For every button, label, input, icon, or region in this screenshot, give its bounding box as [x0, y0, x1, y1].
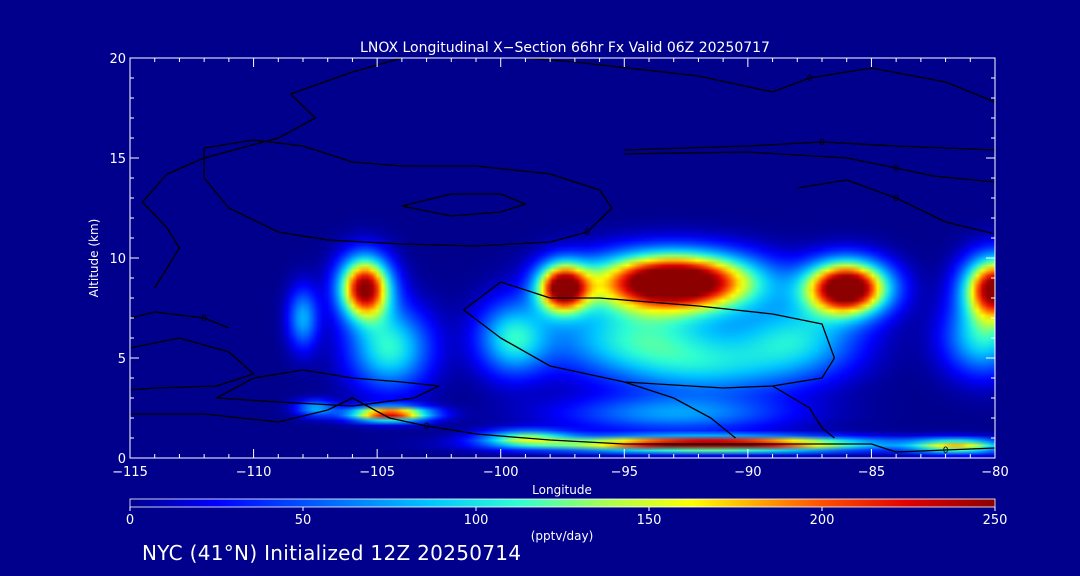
colorbar-frame: [129, 498, 996, 508]
x-tick-label: −100: [483, 465, 519, 480]
contour-line: [624, 141, 995, 151]
footer-init-text: NYC (41°N) Initialized 12Z 20250714: [142, 541, 522, 565]
x-tick-label: −110: [236, 465, 272, 480]
chart-title: LNOX Longitudinal X−Section 66hr Fx Vali…: [360, 40, 770, 56]
colorbar-ticks: 0 50 100 150 200 250: [126, 507, 1008, 528]
colorbar-tick-label: 0: [126, 513, 134, 528]
contour-label: 0: [424, 422, 430, 432]
x-tick-label: −85: [858, 465, 885, 480]
contour-line: [130, 397, 897, 453]
x-tick-label: −115: [112, 465, 148, 480]
colorbar-tick-label: 200: [810, 513, 835, 528]
contour-line: [624, 381, 736, 439]
x-tick-label: −80: [981, 465, 1008, 480]
contour-line: [772, 385, 835, 439]
contour-line: [141, 58, 403, 289]
contour-line: [130, 337, 255, 391]
colorbar-tick-label: 250: [983, 513, 1008, 528]
contour-line: [525, 58, 995, 103]
contour-line: [203, 139, 613, 247]
colorbar-tick-label: 150: [637, 513, 662, 528]
y-axis: 0 5 10 15 20: [109, 52, 995, 467]
y-tick-label: 15: [109, 152, 126, 167]
colorbar: [130, 499, 995, 507]
contour-line: [896, 447, 995, 453]
contour-line: [797, 179, 995, 235]
contour-line: [216, 369, 440, 407]
x-axis-label: Longitude: [532, 483, 592, 497]
contour-label: 0: [893, 194, 899, 204]
y-tick-label: 5: [118, 352, 126, 367]
contour-line: [624, 151, 995, 183]
colorbar-label: (pptv/day): [531, 529, 594, 543]
colorbar-tick-label: 50: [295, 513, 312, 528]
contour-label: 0: [201, 314, 207, 324]
contour-line: [401, 193, 527, 217]
x-tick-label: −95: [611, 465, 638, 480]
y-tick-label: 20: [109, 52, 126, 67]
x-tick-label: −90: [734, 465, 761, 480]
x-tick-label: −105: [359, 465, 395, 480]
contour-label: 0: [943, 446, 949, 456]
contour-line: [462, 281, 836, 389]
contour-label: 0: [807, 74, 813, 84]
x-axis: −115 −110 −105 −100 −95 −90 −85 −80: [112, 58, 1009, 480]
contour-line: [130, 311, 230, 329]
colorbar-tick-label: 100: [464, 513, 489, 528]
contour-label: 0: [819, 138, 825, 148]
y-tick-label: 10: [109, 252, 126, 267]
y-axis-label: Altitude (km): [87, 219, 101, 298]
y-tick-label: 0: [118, 452, 126, 467]
contour-layer: 0 0 0 0 0 0 0 0: [130, 58, 995, 456]
contour-label: 0: [584, 228, 590, 238]
lnox-heatmap: [130, 58, 995, 458]
contour-label: 0: [893, 164, 899, 174]
